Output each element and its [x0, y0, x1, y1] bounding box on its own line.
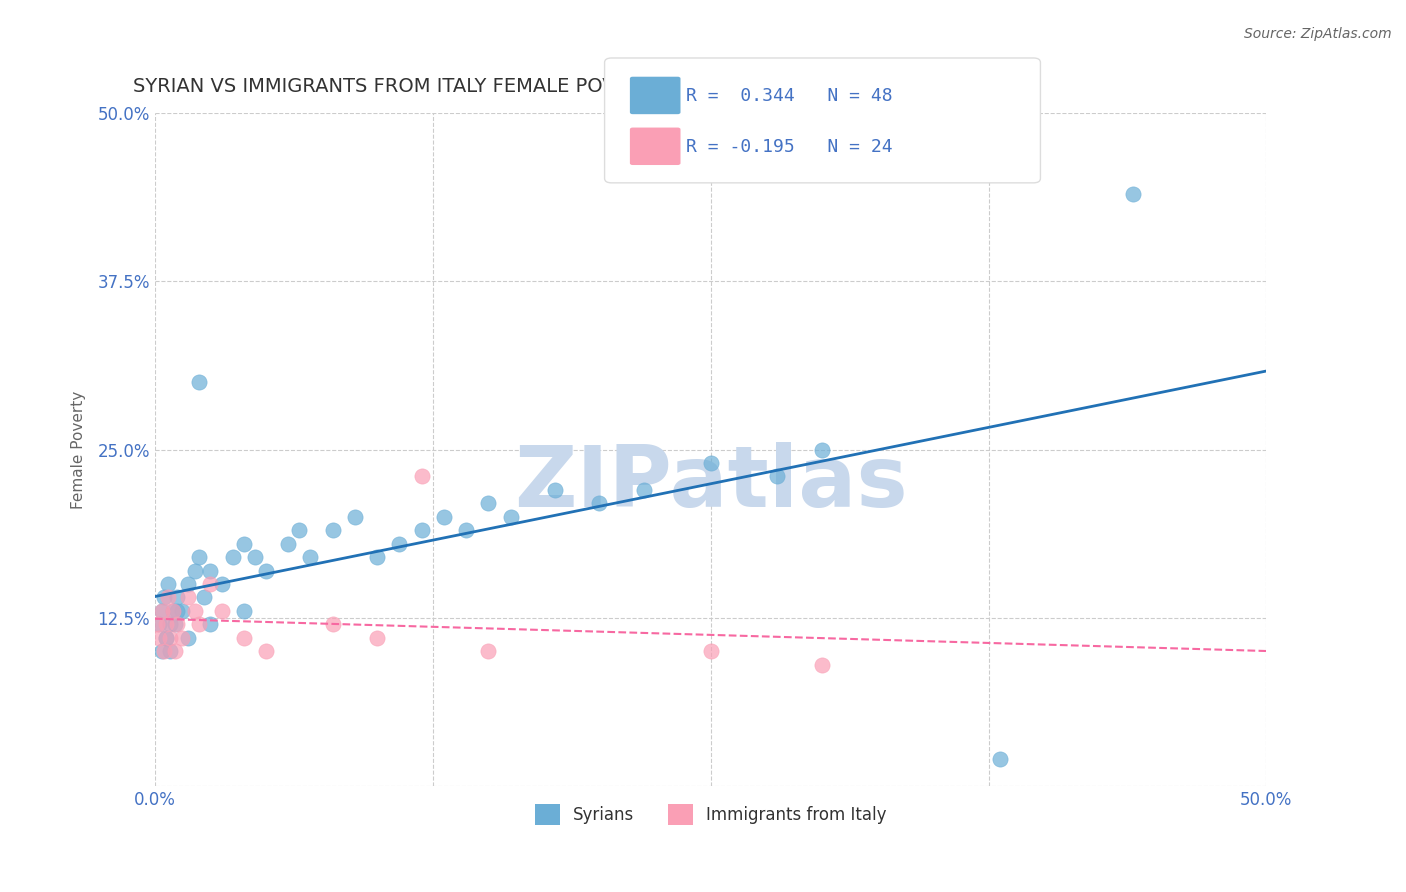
Point — [588, 496, 610, 510]
Point — [232, 631, 254, 645]
Point — [148, 617, 170, 632]
Point — [166, 617, 188, 632]
Point — [188, 550, 211, 565]
Point — [146, 617, 169, 632]
Point — [155, 631, 177, 645]
Point — [166, 604, 188, 618]
Point — [163, 644, 186, 658]
Point — [200, 564, 222, 578]
Y-axis label: Female Poverty: Female Poverty — [72, 391, 86, 508]
Point — [699, 456, 721, 470]
Point — [299, 550, 322, 565]
Point — [388, 537, 411, 551]
Text: R = -0.195   N = 24: R = -0.195 N = 24 — [686, 138, 893, 156]
Point — [159, 617, 181, 632]
Point — [411, 523, 433, 537]
Point — [150, 644, 173, 658]
Point — [988, 752, 1011, 766]
Text: R =  0.344   N = 48: R = 0.344 N = 48 — [686, 87, 893, 105]
Point — [159, 631, 181, 645]
Point — [177, 577, 200, 591]
Point — [188, 617, 211, 632]
Point — [184, 604, 207, 618]
Text: Source: ZipAtlas.com: Source: ZipAtlas.com — [1244, 27, 1392, 41]
Point — [699, 644, 721, 658]
Point — [766, 469, 789, 483]
Point — [155, 631, 177, 645]
Point — [411, 469, 433, 483]
Text: SYRIAN VS IMMIGRANTS FROM ITALY FEMALE POVERTY CORRELATION CHART: SYRIAN VS IMMIGRANTS FROM ITALY FEMALE P… — [132, 78, 880, 96]
Point — [322, 617, 344, 632]
Point — [810, 442, 832, 457]
Point — [477, 644, 499, 658]
Point — [343, 509, 366, 524]
Point — [454, 523, 477, 537]
Point — [288, 523, 311, 537]
Point — [148, 631, 170, 645]
Point — [221, 550, 243, 565]
Point — [277, 537, 299, 551]
Point — [243, 550, 266, 565]
Point — [200, 617, 222, 632]
Point — [477, 496, 499, 510]
Point — [366, 550, 388, 565]
Point — [193, 591, 215, 605]
Point — [254, 644, 277, 658]
Point — [163, 617, 186, 632]
Point — [211, 604, 233, 618]
Point — [159, 644, 181, 658]
Point — [1122, 186, 1144, 201]
Point — [177, 631, 200, 645]
Point — [633, 483, 655, 497]
Point — [155, 617, 177, 632]
Point — [170, 631, 193, 645]
Point — [152, 591, 174, 605]
Legend: Syrians, Immigrants from Italy: Syrians, Immigrants from Italy — [529, 797, 893, 831]
Point — [254, 564, 277, 578]
Point — [544, 483, 567, 497]
Point — [810, 657, 832, 672]
Point — [232, 537, 254, 551]
Point — [162, 604, 184, 618]
Point — [157, 577, 180, 591]
Point — [162, 604, 184, 618]
Point — [150, 604, 173, 618]
Point — [152, 644, 174, 658]
Point — [188, 376, 211, 390]
Text: ZIPatlas: ZIPatlas — [513, 442, 907, 524]
Point — [157, 591, 180, 605]
Point — [211, 577, 233, 591]
Point — [177, 591, 200, 605]
Point — [499, 509, 522, 524]
Point — [184, 564, 207, 578]
Point — [200, 577, 222, 591]
Point — [150, 604, 173, 618]
Point — [322, 523, 344, 537]
Point — [166, 591, 188, 605]
Point — [433, 509, 456, 524]
Point — [232, 604, 254, 618]
Point — [170, 604, 193, 618]
Point — [366, 631, 388, 645]
